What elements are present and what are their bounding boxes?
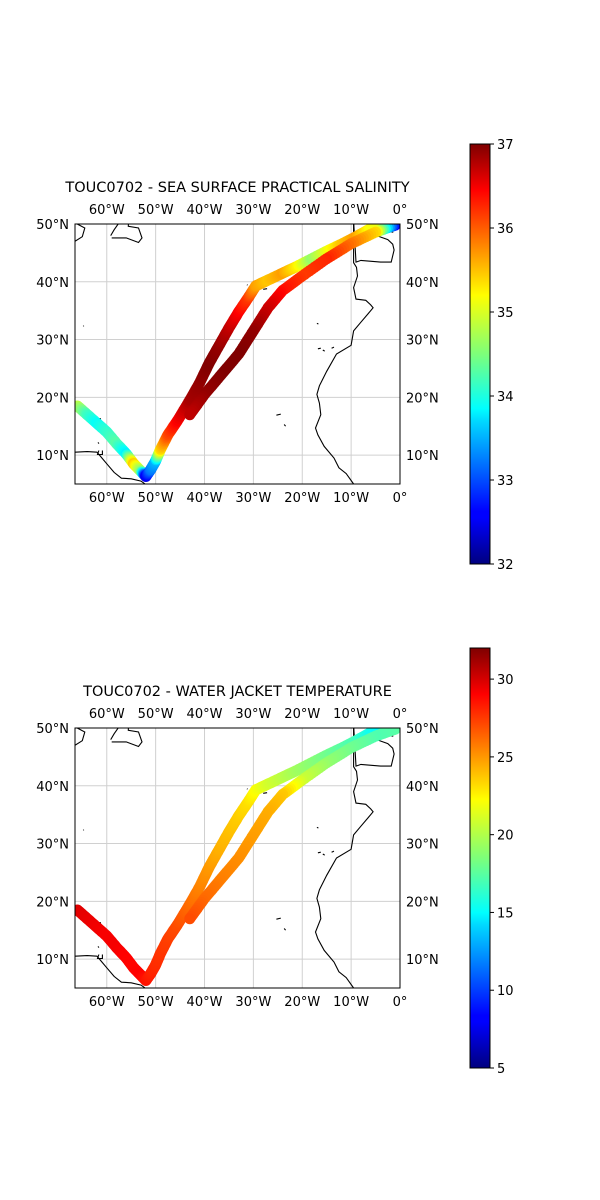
- lon-tick-label-bottom: 60°W: [89, 995, 125, 1010]
- colorbar-tick-label: 37: [497, 138, 514, 153]
- lon-tick-label-bottom: 20°W: [284, 491, 320, 506]
- lat-tick-label-right: 40°N: [406, 276, 439, 291]
- lat-tick-label-right: 10°N: [406, 953, 439, 968]
- lon-tick-label-bottom: 10°W: [333, 491, 369, 506]
- lon-tick-label-top: 20°W: [284, 707, 320, 722]
- lon-tick-label-bottom: 30°W: [235, 491, 271, 506]
- lat-tick-label-left: 50°N: [36, 722, 69, 737]
- lon-tick-label-bottom: 10°W: [333, 995, 369, 1010]
- colorbar-gradient: [469, 143, 491, 565]
- track-point: [184, 913, 196, 925]
- colorbar-tick-label: 25: [497, 751, 514, 766]
- colorbar-tick-label: 20: [497, 829, 514, 844]
- lat-tick-label-left: 40°N: [36, 780, 69, 795]
- lon-tick-label-bottom: 50°W: [138, 491, 174, 506]
- lat-tick-label-left: 10°N: [36, 953, 69, 968]
- panel2-title: TOUC0702 - WATER JACKET TEMPERATURE: [83, 684, 392, 700]
- lat-tick-label-left: 30°N: [36, 838, 69, 853]
- colorbar-tick-label: 33: [497, 474, 514, 489]
- lon-tick-label-top: 30°W: [235, 707, 271, 722]
- colorbar-temperature: 5 10 15 20 25 30: [469, 647, 514, 1077]
- lon-tick-label-top: 40°W: [187, 707, 223, 722]
- lat-tick-label-right: 30°N: [406, 334, 439, 349]
- lon-tick-label-top: 50°W: [138, 203, 174, 218]
- colorbar-tick-label: 5: [497, 1062, 505, 1077]
- lon-tick-label-bottom: 60°W: [89, 491, 125, 506]
- lon-tick-label-bottom: 50°W: [138, 995, 174, 1010]
- lon-tick-label-top: 30°W: [235, 203, 271, 218]
- lon-tick-label-top: 10°W: [333, 707, 369, 722]
- lon-tick-label-top: 0°: [393, 203, 408, 218]
- lat-tick-label-right: 50°N: [406, 218, 439, 233]
- lat-tick-label-right: 30°N: [406, 838, 439, 853]
- lat-tick-label-right: 20°N: [406, 391, 439, 406]
- colorbar-gradient: [469, 647, 491, 1069]
- lon-tick-label-bottom: 40°W: [187, 491, 223, 506]
- lat-tick-label-left: 40°N: [36, 276, 69, 291]
- map-frame: [74, 727, 401, 989]
- track: [75, 728, 400, 986]
- panel-salinity-map: 60°W 60°W 50°W 50°W 40°W 40°W 30°W 30°W 20°W 20°W…: [36, 203, 439, 506]
- lon-tick-label-top: 0°: [393, 707, 408, 722]
- panel1-title: TOUC0702 - SEA SURFACE PRACTICAL SALINIT…: [65, 180, 410, 196]
- lat-tick-label-right: 20°N: [406, 895, 439, 910]
- lon-tick-label-bottom: 30°W: [235, 995, 271, 1010]
- colorbar-tick-label: 36: [497, 222, 514, 237]
- lon-tick-label-top: 10°W: [333, 203, 369, 218]
- lat-tick-label-right: 40°N: [406, 780, 439, 795]
- track: [75, 224, 400, 482]
- map-frame: [74, 223, 401, 485]
- lon-tick-label-bottom: 40°W: [187, 995, 223, 1010]
- lon-tick-label-top: 60°W: [89, 203, 125, 218]
- lon-tick-label-top: 50°W: [138, 707, 174, 722]
- colorbar-tick-label: 32: [497, 558, 514, 573]
- lat-tick-label-left: 20°N: [36, 895, 69, 910]
- lon-tick-label-top: 40°W: [187, 203, 223, 218]
- colorbar-tick-label: 34: [497, 390, 514, 405]
- lon-tick-label-bottom: 20°W: [284, 995, 320, 1010]
- colorbar-tick-label: 35: [497, 306, 514, 321]
- lon-tick-label-bottom: 0°: [393, 995, 408, 1010]
- panel-temperature-map: 60°W 60°W 50°W 50°W 40°W 40°W 30°W 30°W 20°W 20°W…: [36, 707, 439, 1010]
- lat-tick-label-left: 50°N: [36, 218, 69, 233]
- colorbar-tick-label: 30: [497, 673, 514, 688]
- lat-tick-label-right: 10°N: [406, 449, 439, 464]
- lat-tick-label-left: 20°N: [36, 391, 69, 406]
- lat-tick-label-left: 30°N: [36, 334, 69, 349]
- lon-tick-label-top: 20°W: [284, 203, 320, 218]
- lat-tick-label-right: 50°N: [406, 722, 439, 737]
- track-point: [184, 409, 196, 421]
- colorbar-tick-label: 15: [497, 906, 514, 921]
- lat-tick-label-left: 10°N: [36, 449, 69, 464]
- colorbar-tick-label: 10: [497, 984, 514, 999]
- colorbar-salinity: 32 33 34 35 36 37: [469, 138, 514, 573]
- lon-tick-label-top: 60°W: [89, 707, 125, 722]
- lon-tick-label-bottom: 0°: [393, 491, 408, 506]
